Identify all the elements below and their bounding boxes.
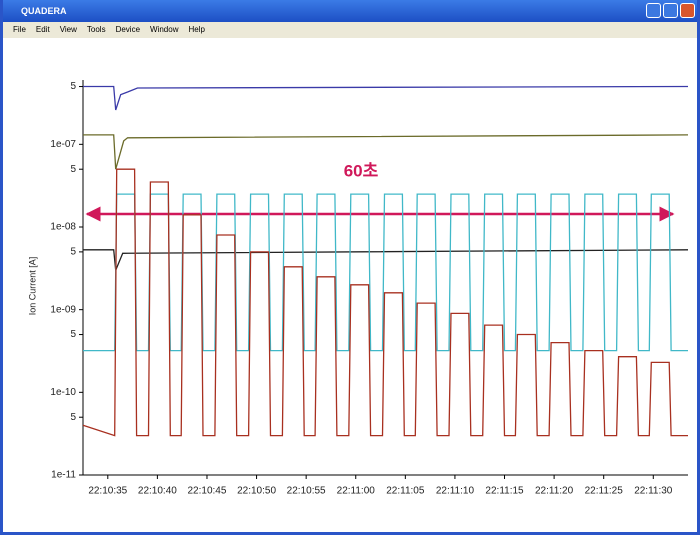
y-tick-label: 1e-09 [50, 304, 76, 315]
y-axis-label: Ion Current [A] [27, 257, 37, 316]
series-line [83, 85, 689, 111]
x-tick-label: 22:10:35 [88, 486, 127, 497]
series-line [83, 193, 688, 352]
menu-item[interactable]: Device [115, 25, 141, 34]
y-tick-label: 5 [70, 412, 76, 423]
x-tick-label: 22:11:05 [386, 486, 425, 497]
y-tick-label: 1e-07 [50, 139, 76, 150]
series-line [82, 168, 688, 437]
y-tick-label: 1e-11 [51, 470, 76, 481]
x-tick-label: 22:10:55 [287, 486, 326, 497]
minimize-button[interactable] [646, 3, 661, 18]
x-tick-label: 22:11:00 [337, 486, 376, 497]
client-area: Ion Current [A] 60초 5 1e-07 5 1e-08 5 1e-09 5 1… [3, 38, 697, 532]
title-bar: QUADERA [3, 0, 697, 22]
y-tick-label: 5 [70, 164, 76, 175]
menu-item[interactable]: File [13, 25, 26, 34]
maximize-button[interactable] [663, 3, 678, 18]
menu-item[interactable]: Tools [86, 25, 106, 34]
menu-item[interactable]: Window [150, 25, 179, 34]
x-tick-label: 22:10:45 [188, 486, 227, 497]
menu-item[interactable]: View [59, 25, 77, 34]
y-tick-label: 1e-08 [50, 222, 76, 233]
x-tick-label: 22:11:25 [585, 486, 624, 497]
annotation: 60초 [344, 161, 379, 180]
x-tick-label: 22:10:40 [138, 486, 177, 497]
y-tick-label: 5 [70, 247, 76, 258]
x-tick-label: 22:11:10 [436, 486, 475, 497]
close-button[interactable] [680, 3, 695, 18]
x-tick-label: 22:10:50 [237, 486, 276, 497]
x-tick-label: 22:11:15 [485, 486, 524, 497]
chart: Ion Current [A] 60초 5 1e-07 5 1e-08 5 1e-09 5 1… [27, 80, 689, 497]
series-line [83, 249, 689, 271]
window-title: QUADERA [21, 6, 67, 16]
menu-bar: File Edit View Tools Device Window Help [3, 22, 697, 38]
menu-item[interactable]: Help [188, 25, 205, 34]
menu-item[interactable]: Edit [35, 25, 50, 34]
y-tick-label: 1e-10 [50, 387, 76, 398]
x-tick-label: 22:11:20 [535, 486, 574, 497]
series-line [83, 134, 689, 170]
x-tick-label: 22:11:30 [634, 486, 673, 497]
y-tick-label: 5 [70, 329, 76, 340]
y-tick-label: 5 [70, 81, 76, 92]
